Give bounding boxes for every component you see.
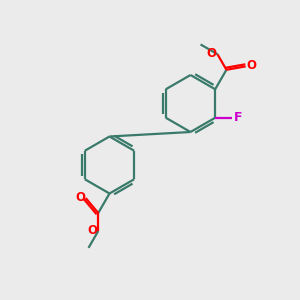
- Text: O: O: [88, 224, 98, 238]
- Text: O: O: [247, 59, 256, 72]
- Text: F: F: [234, 111, 242, 124]
- Text: O: O: [75, 191, 85, 204]
- Text: O: O: [206, 47, 216, 60]
